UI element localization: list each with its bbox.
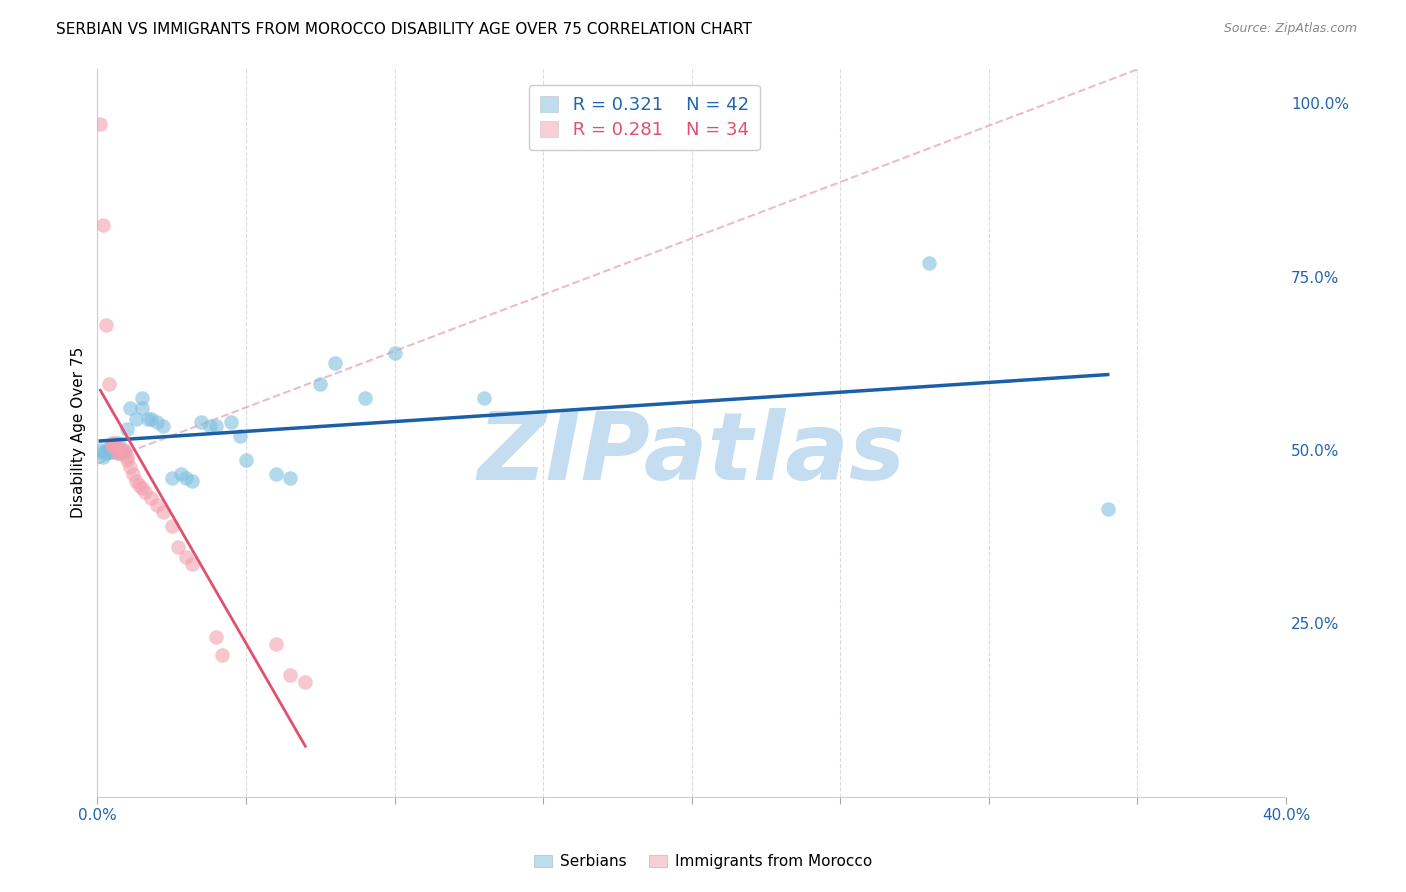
Point xyxy=(309,377,332,392)
Point xyxy=(146,415,169,429)
Point xyxy=(107,446,129,460)
Point xyxy=(104,440,127,454)
Point xyxy=(1097,501,1119,516)
Point xyxy=(472,391,495,405)
Point xyxy=(101,442,124,456)
Point xyxy=(181,474,204,488)
Point xyxy=(96,442,118,457)
Legend: Serbians, Immigrants from Morocco: Serbians, Immigrants from Morocco xyxy=(527,848,879,875)
Point xyxy=(146,499,169,513)
Point xyxy=(118,401,141,416)
Point xyxy=(101,440,124,454)
Point xyxy=(115,453,138,467)
Point xyxy=(176,550,198,565)
Point xyxy=(110,442,132,457)
Point xyxy=(160,471,183,485)
Point xyxy=(125,411,148,425)
Point xyxy=(131,401,153,416)
Point xyxy=(323,356,346,370)
Point xyxy=(200,418,222,433)
Point xyxy=(112,444,135,458)
Point xyxy=(918,256,941,270)
Text: SERBIAN VS IMMIGRANTS FROM MOROCCO DISABILITY AGE OVER 75 CORRELATION CHART: SERBIAN VS IMMIGRANTS FROM MOROCCO DISAB… xyxy=(56,22,752,37)
Point xyxy=(96,446,118,460)
Point xyxy=(384,346,406,360)
Point xyxy=(166,540,188,554)
Point xyxy=(152,505,174,519)
Point xyxy=(280,471,302,485)
Point xyxy=(125,474,148,488)
Text: Source: ZipAtlas.com: Source: ZipAtlas.com xyxy=(1223,22,1357,36)
Point xyxy=(219,415,242,429)
Point xyxy=(136,411,159,425)
Point xyxy=(190,415,212,429)
Point xyxy=(112,442,135,457)
Point xyxy=(107,446,129,460)
Point xyxy=(235,453,257,467)
Point xyxy=(101,445,124,459)
Point xyxy=(134,484,156,499)
Legend:  R = 0.321    N = 42,  R = 0.281    N = 34: R = 0.321 N = 42, R = 0.281 N = 34 xyxy=(529,85,759,150)
Point xyxy=(91,446,114,460)
Point xyxy=(205,630,228,644)
Point xyxy=(91,218,114,232)
Text: ZIPatlas: ZIPatlas xyxy=(478,409,905,500)
Point xyxy=(181,558,204,572)
Point xyxy=(110,446,132,460)
Point xyxy=(131,391,153,405)
Point xyxy=(115,422,138,436)
Point xyxy=(264,637,287,651)
Point xyxy=(131,481,153,495)
Point xyxy=(205,418,228,433)
Point xyxy=(104,436,127,450)
Point xyxy=(98,441,121,455)
Point xyxy=(280,668,302,682)
Point xyxy=(264,467,287,482)
Point xyxy=(152,418,174,433)
Point xyxy=(110,442,132,457)
Point xyxy=(89,442,111,457)
Point xyxy=(139,411,162,425)
Point xyxy=(169,467,191,482)
Point xyxy=(96,318,118,332)
Point xyxy=(211,648,233,662)
Point xyxy=(98,377,121,392)
Point xyxy=(91,450,114,464)
Point xyxy=(353,391,375,405)
Point xyxy=(139,491,162,506)
Point xyxy=(122,467,145,482)
Point xyxy=(101,436,124,450)
Point xyxy=(98,444,121,458)
Point xyxy=(294,675,316,690)
Point xyxy=(107,436,129,450)
Point xyxy=(104,440,127,454)
Y-axis label: Disability Age Over 75: Disability Age Over 75 xyxy=(72,347,86,518)
Point xyxy=(229,429,252,443)
Point xyxy=(112,446,135,460)
Point xyxy=(89,117,111,131)
Point xyxy=(107,442,129,457)
Point xyxy=(160,519,183,533)
Point xyxy=(176,471,198,485)
Point xyxy=(118,460,141,475)
Point xyxy=(115,450,138,464)
Point xyxy=(128,477,150,491)
